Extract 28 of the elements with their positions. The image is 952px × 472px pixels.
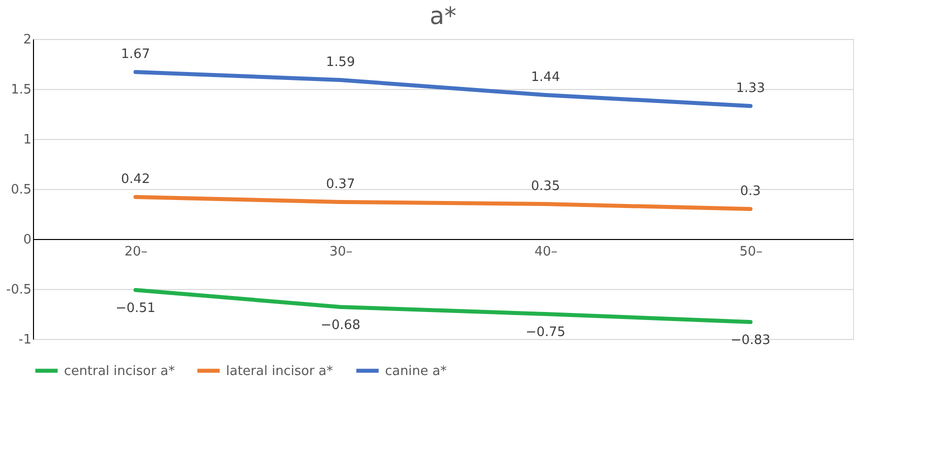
data-label: 0.3 (740, 184, 761, 199)
y-tick-label: -0.5 (6, 282, 32, 298)
data-label: 0.35 (531, 179, 560, 194)
x-tick-label: 50– (739, 244, 763, 260)
y-tick-label: 0.5 (10, 182, 32, 198)
y-tick-label: 1.5 (10, 82, 32, 98)
legend-label: lateral incisor a* (226, 364, 334, 379)
data-label: 0.37 (326, 177, 355, 192)
legend-label: canine a* (385, 364, 448, 379)
x-tick-label: 20– (124, 244, 148, 260)
data-label: 1.67 (121, 47, 150, 62)
y-tick-label: 0 (23, 232, 32, 248)
x-tick-label: 30– (329, 244, 353, 260)
data-label: −0.75 (526, 325, 566, 340)
data-label: 0.42 (121, 172, 150, 187)
y-tick-label: 2 (23, 32, 32, 48)
data-label: −0.83 (730, 333, 770, 348)
legend-label: central incisor a* (64, 364, 176, 379)
data-label: −0.51 (116, 301, 156, 316)
data-label: 1.33 (736, 81, 765, 96)
y-tick-label: -1 (18, 332, 32, 348)
y-tick-label: 1 (23, 132, 32, 148)
data-label: 1.59 (326, 55, 355, 70)
x-tick-label: 40– (534, 244, 558, 260)
chart-title: a* (430, 2, 456, 30)
line-series (134, 195, 752, 211)
data-label: −0.68 (320, 318, 360, 333)
data-label: 1.44 (531, 70, 560, 85)
